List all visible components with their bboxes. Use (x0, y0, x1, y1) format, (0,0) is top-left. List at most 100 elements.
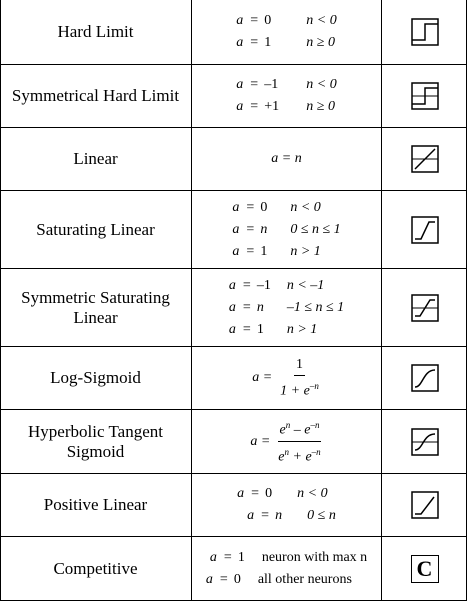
formula-var: a (232, 221, 240, 237)
formula-cond: n < 0 (306, 13, 337, 28)
competitive-icon: C (410, 555, 439, 583)
formula-var: a (228, 277, 236, 293)
function-name: Hyperbolic Tangent Sigmoid (0, 410, 192, 473)
formula-var: a (236, 77, 244, 92)
saturating-linear-icon (410, 215, 439, 244)
table-row: Symmetrical Hard Limit a = –1 n < 0 a = +1 n ≥… (0, 64, 467, 127)
icon-cell (382, 0, 467, 64)
formula-eq: = (242, 321, 251, 337)
icon-cell (382, 191, 467, 268)
formula-eq: = (250, 99, 259, 114)
formula-var: a (205, 572, 213, 587)
formula-val: –1 (256, 277, 271, 293)
table-row: Hard Limit a = 0 n < 0 a = 1 n ≥ 0 (0, 0, 467, 64)
icon-cell (382, 410, 467, 473)
hyperbolic-tangent-sigmoid-icon (410, 427, 439, 456)
den-base: e (278, 449, 285, 465)
den-op: + e (289, 449, 312, 465)
formula-eq: = (250, 35, 259, 50)
formula-cond: n < 0 (290, 199, 321, 215)
formula-eq: = (242, 277, 251, 293)
function-formula: a = en – e–n en + e–n (192, 410, 382, 473)
table-row: Symmetric Saturating Linear a = –1 n < –1 a… (0, 268, 467, 346)
denominator: 1 + e–n (278, 376, 321, 400)
formula-cond: 0 ≤ n (307, 508, 336, 523)
formula-val: +1 (264, 99, 280, 114)
formula-var: a (236, 13, 244, 28)
formula-eq: = (246, 199, 255, 215)
formula-eq: = (251, 486, 260, 501)
function-name: Symmetrical Hard Limit (0, 65, 192, 127)
symmetrical-hard-limit-icon (410, 82, 439, 110)
formula-cond: n ≥ 0 (306, 35, 335, 50)
formula-val: 1 (256, 321, 264, 337)
formula-var: a (247, 508, 255, 523)
formula-val: 1 (237, 550, 245, 565)
icon-cell: C (382, 537, 467, 601)
denominator: en + e–n (276, 442, 322, 466)
formula-var: a (228, 321, 236, 337)
table-row: Hyperbolic Tangent Sigmoid a = en – e–n … (0, 409, 467, 473)
formula-var: a (236, 99, 244, 114)
formula-val: 0 (265, 486, 273, 501)
function-formula: a = 0 n < 0 a = 1 n ≥ 0 (192, 0, 382, 64)
exponent: –n (310, 420, 320, 431)
formula-lhs: a = (250, 433, 271, 449)
fraction: en – e–n en + e–n (276, 417, 322, 465)
function-formula: a = 1 neuron with max n a = 0 all other neuron… (192, 537, 382, 601)
linear-icon (410, 145, 439, 173)
icon-cell (382, 65, 467, 127)
denominator-text: 1 + e (280, 383, 310, 399)
table-row: Linear a = n (0, 127, 467, 190)
function-name: Hard Limit (0, 0, 192, 64)
function-name: Competitive (0, 537, 192, 601)
formula-cond: all other neurons (257, 572, 352, 587)
formula-eq: = (246, 243, 255, 259)
formula-var: a (236, 35, 244, 50)
numerator: en – e–n (277, 417, 322, 442)
function-name: Saturating Linear (0, 191, 192, 268)
table-row: Positive Linear a = 0 n < 0 a = n 0 ≤ n (0, 473, 467, 536)
formula-eq: = (250, 13, 259, 28)
formula-var: a (232, 199, 240, 215)
icon-cell (382, 128, 467, 190)
table-border-left (0, 0, 1, 601)
function-name: Linear (0, 128, 192, 190)
function-formula: a = 1 1 + e–n (192, 347, 382, 409)
function-formula: a = 0 n < 0 a = n 0 ≤ n (192, 474, 382, 536)
formula-val: 1 (260, 243, 268, 259)
formula-val: n (275, 508, 283, 523)
num-base: e (279, 423, 286, 438)
formula-eq: = (223, 550, 232, 565)
formula-val: 1 (264, 35, 272, 50)
positive-linear-icon (410, 491, 439, 519)
table-row: Log-Sigmoid a = 1 1 + e–n (0, 346, 467, 409)
icon-cell (382, 347, 467, 409)
function-name: Log-Sigmoid (0, 347, 192, 409)
function-formula: a = –1 n < 0 a = +1 n ≥ 0 (192, 65, 382, 127)
fraction: 1 1 + e–n (278, 357, 321, 400)
exponent: –n (311, 447, 321, 457)
log-sigmoid-icon (410, 364, 439, 392)
function-formula: a = –1 n < –1 a = n –1 ≤ n ≤ 1 a = 1 n > 1 (192, 269, 382, 346)
function-formula: a = n (192, 128, 382, 190)
formula-val: –1 (264, 77, 279, 92)
function-name: Positive Linear (0, 474, 192, 536)
formula-val: 0 (233, 572, 241, 587)
formula-lhs: a = (252, 370, 273, 385)
formula-eq: = (261, 508, 270, 523)
exponent: –n (309, 380, 319, 391)
formula-var: a (232, 243, 240, 259)
formula-var: a (209, 550, 217, 565)
function-formula: a = 0 n < 0 a = n 0 ≤ n ≤ 1 a = 1 n > 1 (192, 191, 382, 268)
function-name: Symmetric Saturating Linear (0, 269, 192, 346)
formula-cond: n < –1 (286, 277, 325, 293)
numerator: 1 (293, 357, 305, 376)
formula-val: 0 (264, 13, 272, 28)
icon-cell (382, 474, 467, 536)
formula-cond: n ≥ 0 (306, 99, 335, 114)
table-row: Saturating Linear a = 0 n < 0 a = n 0 ≤ n ≤ 1 … (0, 190, 467, 268)
exponent: n (285, 420, 291, 431)
formula-val: 0 (260, 199, 268, 215)
